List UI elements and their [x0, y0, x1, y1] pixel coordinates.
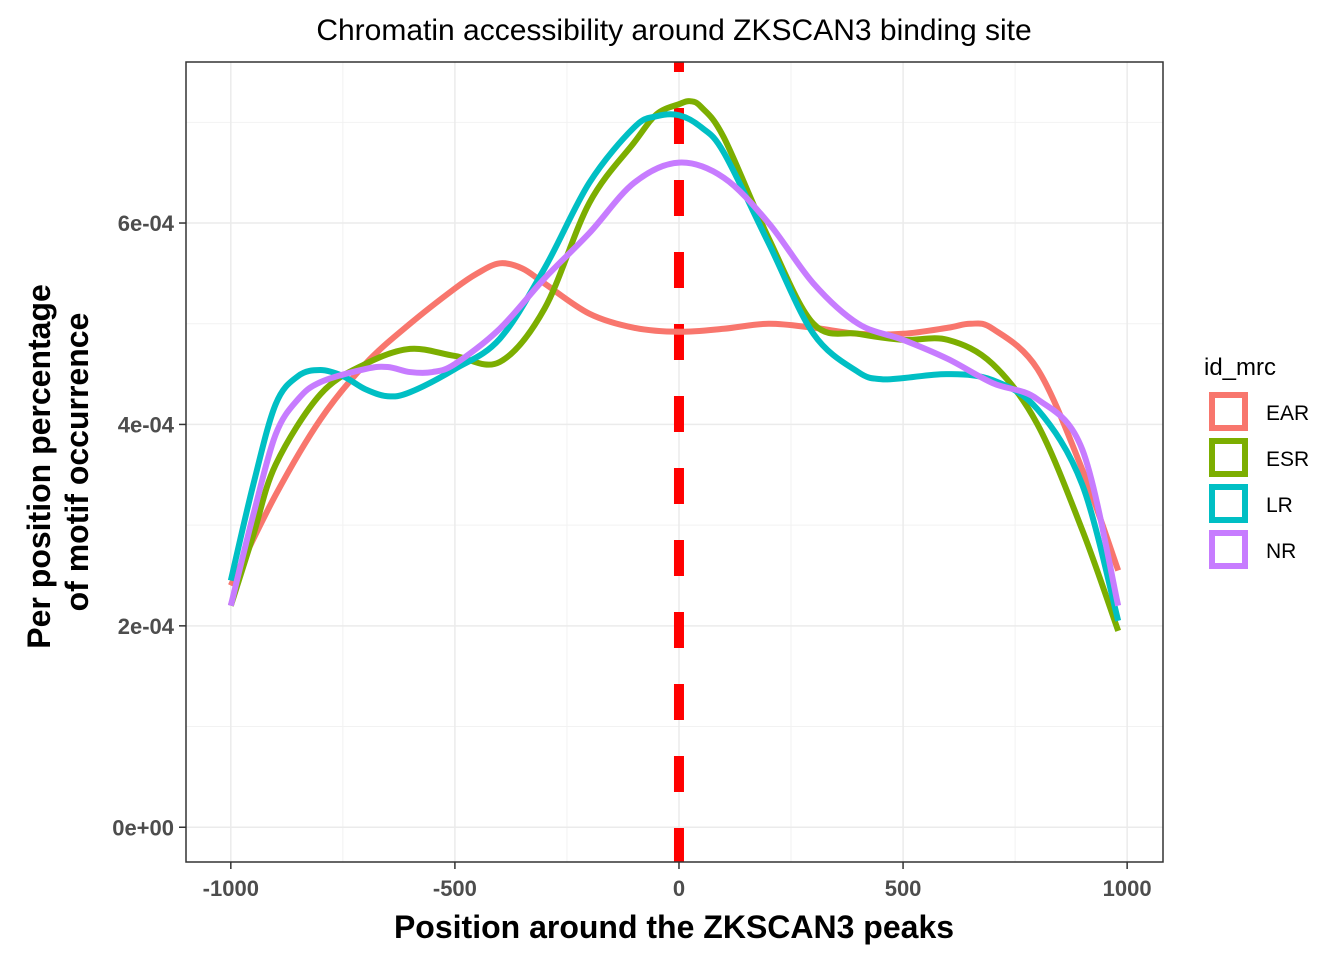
series-line-esr — [227, 98, 1122, 632]
chart-title: Chromatin accessibility around ZKSCAN3 b… — [316, 14, 1031, 47]
series-lines — [227, 98, 1122, 632]
x-tick-label: -500 — [433, 876, 477, 901]
legend-label-ear: EAR — [1266, 402, 1309, 425]
x-axis-title: Position around the ZKSCAN3 peaks — [394, 909, 954, 945]
legend-label-esr: ESR — [1266, 448, 1309, 471]
legend-items: EAR ESR LR NR — [1209, 392, 1309, 569]
y-tick-label: 2e-04 — [118, 614, 175, 639]
y-axis-title-line-2: of motif occurrence — [59, 313, 95, 612]
legend-label-nr: NR — [1266, 540, 1296, 563]
y-tick-label: 4e-04 — [118, 412, 175, 437]
legend-key-esr — [1209, 438, 1248, 477]
x-tick-label: 500 — [885, 876, 922, 901]
legend-label-lr: LR — [1266, 494, 1293, 517]
y-axis-title-line-1: Per position percentage — [21, 284, 57, 649]
legend-key-ear — [1209, 392, 1248, 431]
x-tick-label: 1000 — [1103, 876, 1152, 901]
x-tick-label: 0 — [673, 876, 685, 901]
series-line-nr — [227, 159, 1122, 607]
series-line-lr — [227, 111, 1122, 622]
plot-border — [185, 61, 1164, 863]
legend-title: id_mrc — [1204, 354, 1276, 381]
legend-key-lr — [1209, 484, 1248, 523]
y-axis-title: Per position percentage of motif occurre… — [21, 275, 95, 648]
legend: id_mrc EAR ESR LR NR — [1204, 354, 1309, 569]
legend-key-nr — [1209, 530, 1248, 569]
x-axis: -1000 -500 0 500 1000 — [203, 862, 1152, 901]
y-tick-label: 0e+00 — [112, 815, 174, 840]
x-tick-label: -1000 — [203, 876, 259, 901]
series-line-ear — [228, 260, 1122, 587]
y-axis: 0e+00 2e-04 4e-04 6e-04 — [112, 211, 186, 840]
y-tick-label: 6e-04 — [118, 211, 175, 236]
